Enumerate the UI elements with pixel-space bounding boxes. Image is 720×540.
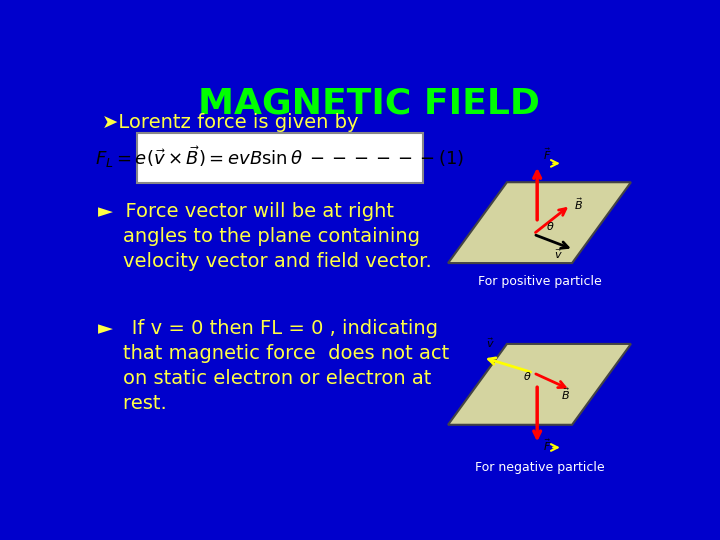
Text: For negative particle: For negative particle — [474, 461, 604, 474]
Polygon shape — [448, 182, 631, 263]
Text: $\vec{v}$: $\vec{v}$ — [554, 247, 562, 261]
Polygon shape — [448, 344, 631, 425]
Text: $F_L = e(\vec{v} \times \vec{B}) = evB\sin\theta\;------(1)$: $F_L = e(\vec{v} \times \vec{B}) = evB\s… — [95, 144, 464, 170]
Text: $\theta$: $\theta$ — [523, 370, 531, 382]
Text: ►   If v = 0 then FL = 0 , indicating
    that magnetic force  does not act
    : ► If v = 0 then FL = 0 , indicating that… — [98, 319, 449, 413]
Text: $\theta$: $\theta$ — [546, 220, 554, 232]
Text: MAGNETIC FIELD: MAGNETIC FIELD — [198, 86, 540, 120]
Text: $\vec{v}$: $\vec{v}$ — [486, 336, 495, 350]
FancyBboxPatch shape — [137, 132, 423, 183]
Text: $\vec{F}$: $\vec{F}$ — [543, 437, 552, 453]
Text: For positive particle: For positive particle — [477, 275, 601, 288]
Text: $\vec{F}$: $\vec{F}$ — [543, 146, 552, 161]
Text: $\vec{B}$: $\vec{B}$ — [562, 386, 570, 402]
Text: $\vec{B}$: $\vec{B}$ — [574, 196, 582, 212]
Text: ➤Lorentz force is given by: ➤Lorentz force is given by — [102, 112, 358, 132]
Text: ►  Force vector will be at right
    angles to the plane containing
    velocity: ► Force vector will be at right angles t… — [98, 202, 431, 271]
